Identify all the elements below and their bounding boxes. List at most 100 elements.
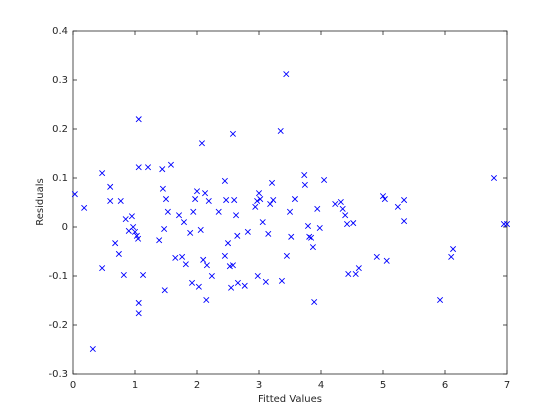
point [304,223,311,230]
point [286,208,294,215]
point [234,232,241,239]
x-tick-label: 5 [380,380,386,391]
point [140,272,147,279]
point [306,233,313,240]
point [182,261,189,268]
point [311,298,318,305]
point [401,197,408,204]
point [176,212,183,219]
point [135,164,142,171]
point [316,224,323,231]
point [159,185,166,192]
point [339,205,346,212]
point [394,203,401,210]
point [198,140,205,147]
point [301,181,308,188]
point [122,216,129,223]
y-tick-label: -0.1 [48,271,68,282]
x-tick-label: 2 [194,380,200,391]
point [503,221,511,228]
point [208,272,215,280]
y-axis-label: Residuals [35,178,46,225]
point [241,282,248,289]
point [162,196,170,203]
point [192,196,199,203]
point [383,257,390,264]
point [179,253,186,260]
point [254,272,261,280]
point [145,164,152,171]
plot-area [72,30,508,375]
x-axis-label: Fitted Values [258,394,322,405]
point [135,299,142,306]
x-tick-label: 1 [132,380,138,391]
point [252,203,259,210]
point [135,310,142,317]
point [135,235,142,242]
point [228,284,235,291]
point [355,265,362,272]
point [373,253,380,260]
point [99,265,106,272]
point [321,176,328,183]
point [190,208,197,215]
point [135,116,142,123]
point [120,272,127,279]
point [117,198,124,205]
point [448,253,455,260]
point [267,200,274,207]
point [269,179,276,186]
point [278,277,285,284]
point [229,262,236,269]
point [112,240,119,247]
point [401,218,408,225]
y-tick-label: 0.2 [52,124,68,135]
point [345,271,352,278]
point [309,244,316,251]
point [89,345,96,353]
point [233,212,240,219]
point [350,220,357,227]
point [107,198,114,205]
point [244,228,251,235]
y-tick-label: 0.1 [52,173,68,184]
y-tick-label: -0.2 [48,320,68,331]
point [203,262,210,269]
point [172,254,179,261]
point [254,198,261,205]
point [161,287,168,294]
point [167,161,174,168]
point [115,250,122,257]
point [107,183,114,190]
point [159,166,166,173]
x-tick-label: 6 [442,380,448,391]
point [130,223,137,231]
point [381,196,388,203]
y-tick-label: -0.3 [48,369,68,380]
x-tick-label: 4 [318,380,324,391]
point [234,279,241,286]
point [344,221,351,228]
point [81,204,88,211]
point [450,246,457,253]
y-tick-label: 0 [62,222,68,233]
point [490,174,497,182]
point [221,252,228,259]
point [161,225,168,232]
point [337,198,344,206]
point [99,170,106,177]
point [301,172,308,179]
point [187,229,194,236]
point [202,190,209,197]
point [131,228,139,235]
point [277,127,284,134]
point [203,296,210,304]
y-tick-label: 0.3 [52,75,68,86]
point [262,278,269,285]
x-tick-label: 3 [256,380,262,391]
point [71,191,78,198]
point [197,226,204,233]
point [257,196,264,203]
point [342,212,349,219]
